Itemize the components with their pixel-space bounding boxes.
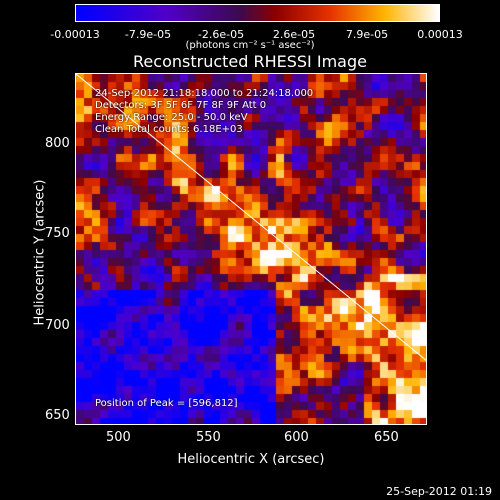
- y-tick-label: 650: [45, 408, 70, 423]
- plot-overlay: [76, 74, 426, 361]
- x-tick-label: 500: [106, 430, 131, 445]
- info-line-time: 24-Sep-2012 21:18:18.000 to 21:24:18.000: [95, 88, 314, 99]
- rhessi-image-heatmap: [76, 74, 426, 424]
- image-plot-area: [75, 73, 427, 425]
- colorbar-tick: 0.00013: [417, 28, 463, 41]
- x-tick-label: 650: [374, 430, 399, 445]
- y-tick-label: 750: [45, 226, 70, 241]
- chart-title: Reconstructed RHESSI Image: [133, 52, 367, 71]
- y-axis-title: Heliocentric Y (arcsec): [32, 179, 48, 326]
- x-axis-title: Heliocentric X (arcsec): [177, 452, 325, 467]
- colorbar-tick: 7.9e-05: [345, 28, 389, 41]
- y-tick-label: 800: [45, 136, 70, 151]
- info-line-counts: Clean Total counts: 6.18E+03: [95, 124, 243, 135]
- info-line-detectors: Detectors: 3F 5F 6F 7F 8F 9F Att 0: [95, 100, 267, 111]
- colorbar-tick: -7.9e-05: [124, 28, 172, 41]
- y-tick-label: 700: [45, 318, 70, 333]
- solar-limb-line: [76, 74, 426, 361]
- colorbar-tick: -0.00013: [50, 28, 100, 41]
- colorbar-units: (photons cm⁻² s⁻¹ asec⁻²): [185, 40, 315, 51]
- colorbar-gradient: [76, 5, 439, 21]
- x-tick-label: 550: [196, 430, 221, 445]
- info-line-energy: Energy Range: 25.0 - 50.0 keV: [95, 112, 248, 123]
- peak-position-label: Position of Peak = [596,812]: [95, 398, 238, 409]
- x-tick-label: 600: [284, 430, 309, 445]
- colorbar-tick: 2.6e-05: [272, 28, 316, 41]
- colorbar-tick: -2.6e-05: [197, 28, 245, 41]
- footer-timestamp: 25-Sep-2012 01:19: [386, 485, 492, 498]
- colorbar: [75, 4, 440, 22]
